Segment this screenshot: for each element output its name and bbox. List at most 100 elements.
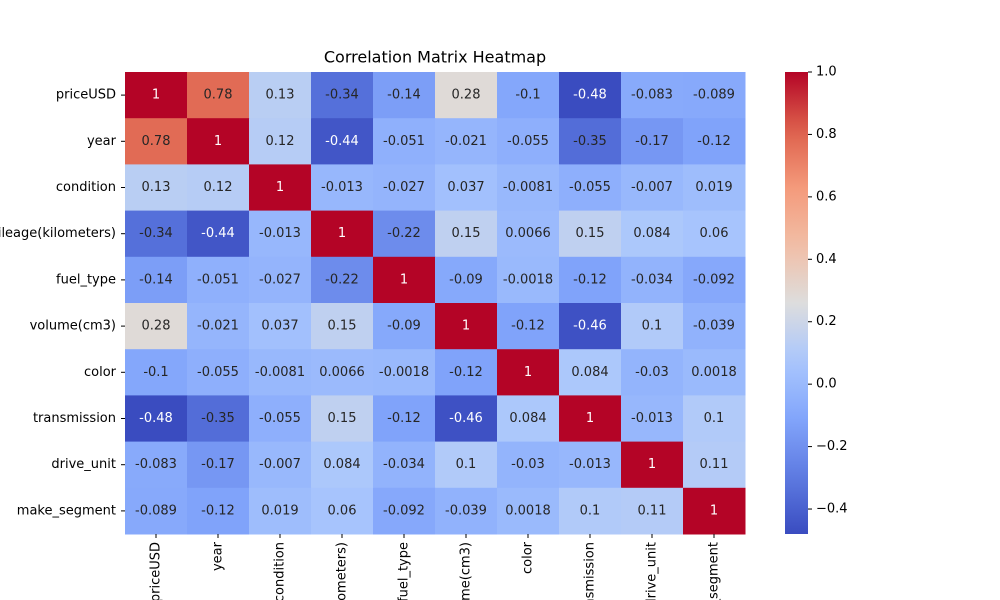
heatmap-cell [683, 118, 746, 165]
heatmap-cell [435, 72, 498, 119]
y-tick-label: year [87, 134, 117, 149]
cell-label: -0.092 [693, 272, 735, 287]
cell-label: -0.1 [515, 88, 540, 103]
cell-label: -0.17 [201, 457, 235, 472]
cell-label: -0.34 [325, 88, 359, 103]
heatmap-cell [373, 349, 436, 396]
cell-label: -0.12 [511, 319, 545, 334]
heatmap-cell [373, 210, 436, 258]
colorbar-tick-label: −0.2 [816, 439, 848, 454]
x-tick-label: year [211, 541, 226, 571]
cell-label: 0.06 [700, 226, 729, 241]
cell-label: 0.1 [704, 411, 725, 426]
colorbar-tick-label: 0.4 [816, 252, 837, 267]
heatmap-cell [249, 303, 312, 350]
x-tick-label: drive_unit [645, 542, 660, 600]
cell-label: 0.06 [328, 503, 357, 518]
heatmap-cell [187, 441, 250, 489]
heatmap-cell [187, 256, 250, 304]
cell-label: -0.12 [573, 272, 607, 287]
cell-label: 0.1 [580, 503, 601, 518]
heatmap-cell [497, 210, 560, 258]
colorbar-tick-label: −0.4 [816, 502, 848, 517]
heatmap-cell [683, 303, 746, 350]
cell-label: 0.0018 [505, 503, 551, 518]
cell-label: 0.11 [638, 503, 667, 518]
cell-label: 1 [710, 503, 718, 518]
cell-label: 0.1 [456, 457, 477, 472]
heatmap-cell [621, 256, 684, 304]
cell-label: -0.46 [573, 319, 607, 334]
cell-label: -0.1 [143, 365, 168, 380]
cell-label: -0.089 [693, 88, 735, 103]
y-tick-label: condition [56, 180, 116, 195]
cell-label: -0.09 [387, 319, 421, 334]
cell-label: 1 [462, 319, 470, 334]
heatmap-cell [125, 487, 188, 535]
heatmap-cell [621, 210, 684, 258]
heatmap-cell [435, 303, 498, 350]
cell-label: -0.051 [197, 272, 239, 287]
heatmap-cell [435, 118, 498, 165]
cell-label: 0.1 [642, 319, 663, 334]
cell-label: -0.013 [569, 457, 611, 472]
cell-label: -0.007 [259, 457, 301, 472]
x-tick-label: fuel_type [397, 542, 412, 600]
cell-label: -0.013 [259, 226, 301, 241]
heatmap-cell [249, 210, 312, 258]
heatmap-cell [187, 72, 250, 119]
heatmap-cell [187, 303, 250, 350]
heatmap-cell [187, 395, 250, 443]
heatmap-cell [187, 118, 250, 165]
heatmap-cell [559, 256, 622, 304]
heatmap-cell [125, 303, 188, 350]
colorbar-tick-label: 1.0 [816, 65, 837, 80]
cell-label: -0.013 [631, 411, 673, 426]
cell-label: -0.35 [201, 411, 235, 426]
heatmap-cell [683, 487, 746, 535]
heatmap-cell [249, 118, 312, 165]
cell-label: -0.12 [697, 134, 731, 149]
heatmap-cell [559, 164, 622, 212]
cell-label: 0.037 [447, 180, 484, 195]
cell-label: -0.0018 [503, 272, 553, 287]
cell-label: -0.12 [387, 411, 421, 426]
cell-label: 0.78 [142, 134, 171, 149]
heatmap-cell [621, 303, 684, 350]
cell-label: 1 [152, 88, 160, 103]
y-tick-label: drive_unit [51, 457, 116, 472]
heatmap-cell [373, 164, 436, 212]
cell-label: 0.11 [700, 457, 729, 472]
cell-label: 0.15 [452, 226, 481, 241]
heatmap-cell [311, 487, 374, 535]
heatmap-cell [621, 72, 684, 119]
x-tick-label: priceUSD [149, 542, 164, 600]
y-tick-label: mileage(kilometers) [0, 226, 116, 241]
heatmap-cell [559, 441, 622, 489]
cell-label: -0.034 [631, 272, 673, 287]
heatmap-cell [125, 441, 188, 489]
heatmap-cell [311, 303, 374, 350]
heatmap-cell [683, 256, 746, 304]
cell-label: 1 [586, 411, 594, 426]
heatmap-cell [683, 441, 746, 489]
cell-label: -0.083 [135, 457, 177, 472]
cell-label: -0.055 [259, 411, 301, 426]
heatmap-cell [559, 487, 622, 535]
heatmap-cell [559, 118, 622, 165]
heatmap-cell [125, 256, 188, 304]
heatmap-cell [125, 164, 188, 212]
cell-label: -0.051 [383, 134, 425, 149]
cell-label: 0.15 [328, 319, 357, 334]
cell-label: -0.12 [449, 365, 483, 380]
cell-label: 0.0066 [505, 226, 551, 241]
cell-label: -0.09 [449, 272, 483, 287]
cell-label: 1 [214, 134, 222, 149]
cell-label: -0.46 [449, 411, 483, 426]
cell-label: -0.44 [325, 134, 359, 149]
cell-label: 0.28 [452, 88, 481, 103]
heatmap-cell [621, 349, 684, 396]
cell-label: -0.14 [387, 88, 421, 103]
cell-label: 0.12 [266, 134, 295, 149]
cell-label: -0.48 [573, 88, 607, 103]
